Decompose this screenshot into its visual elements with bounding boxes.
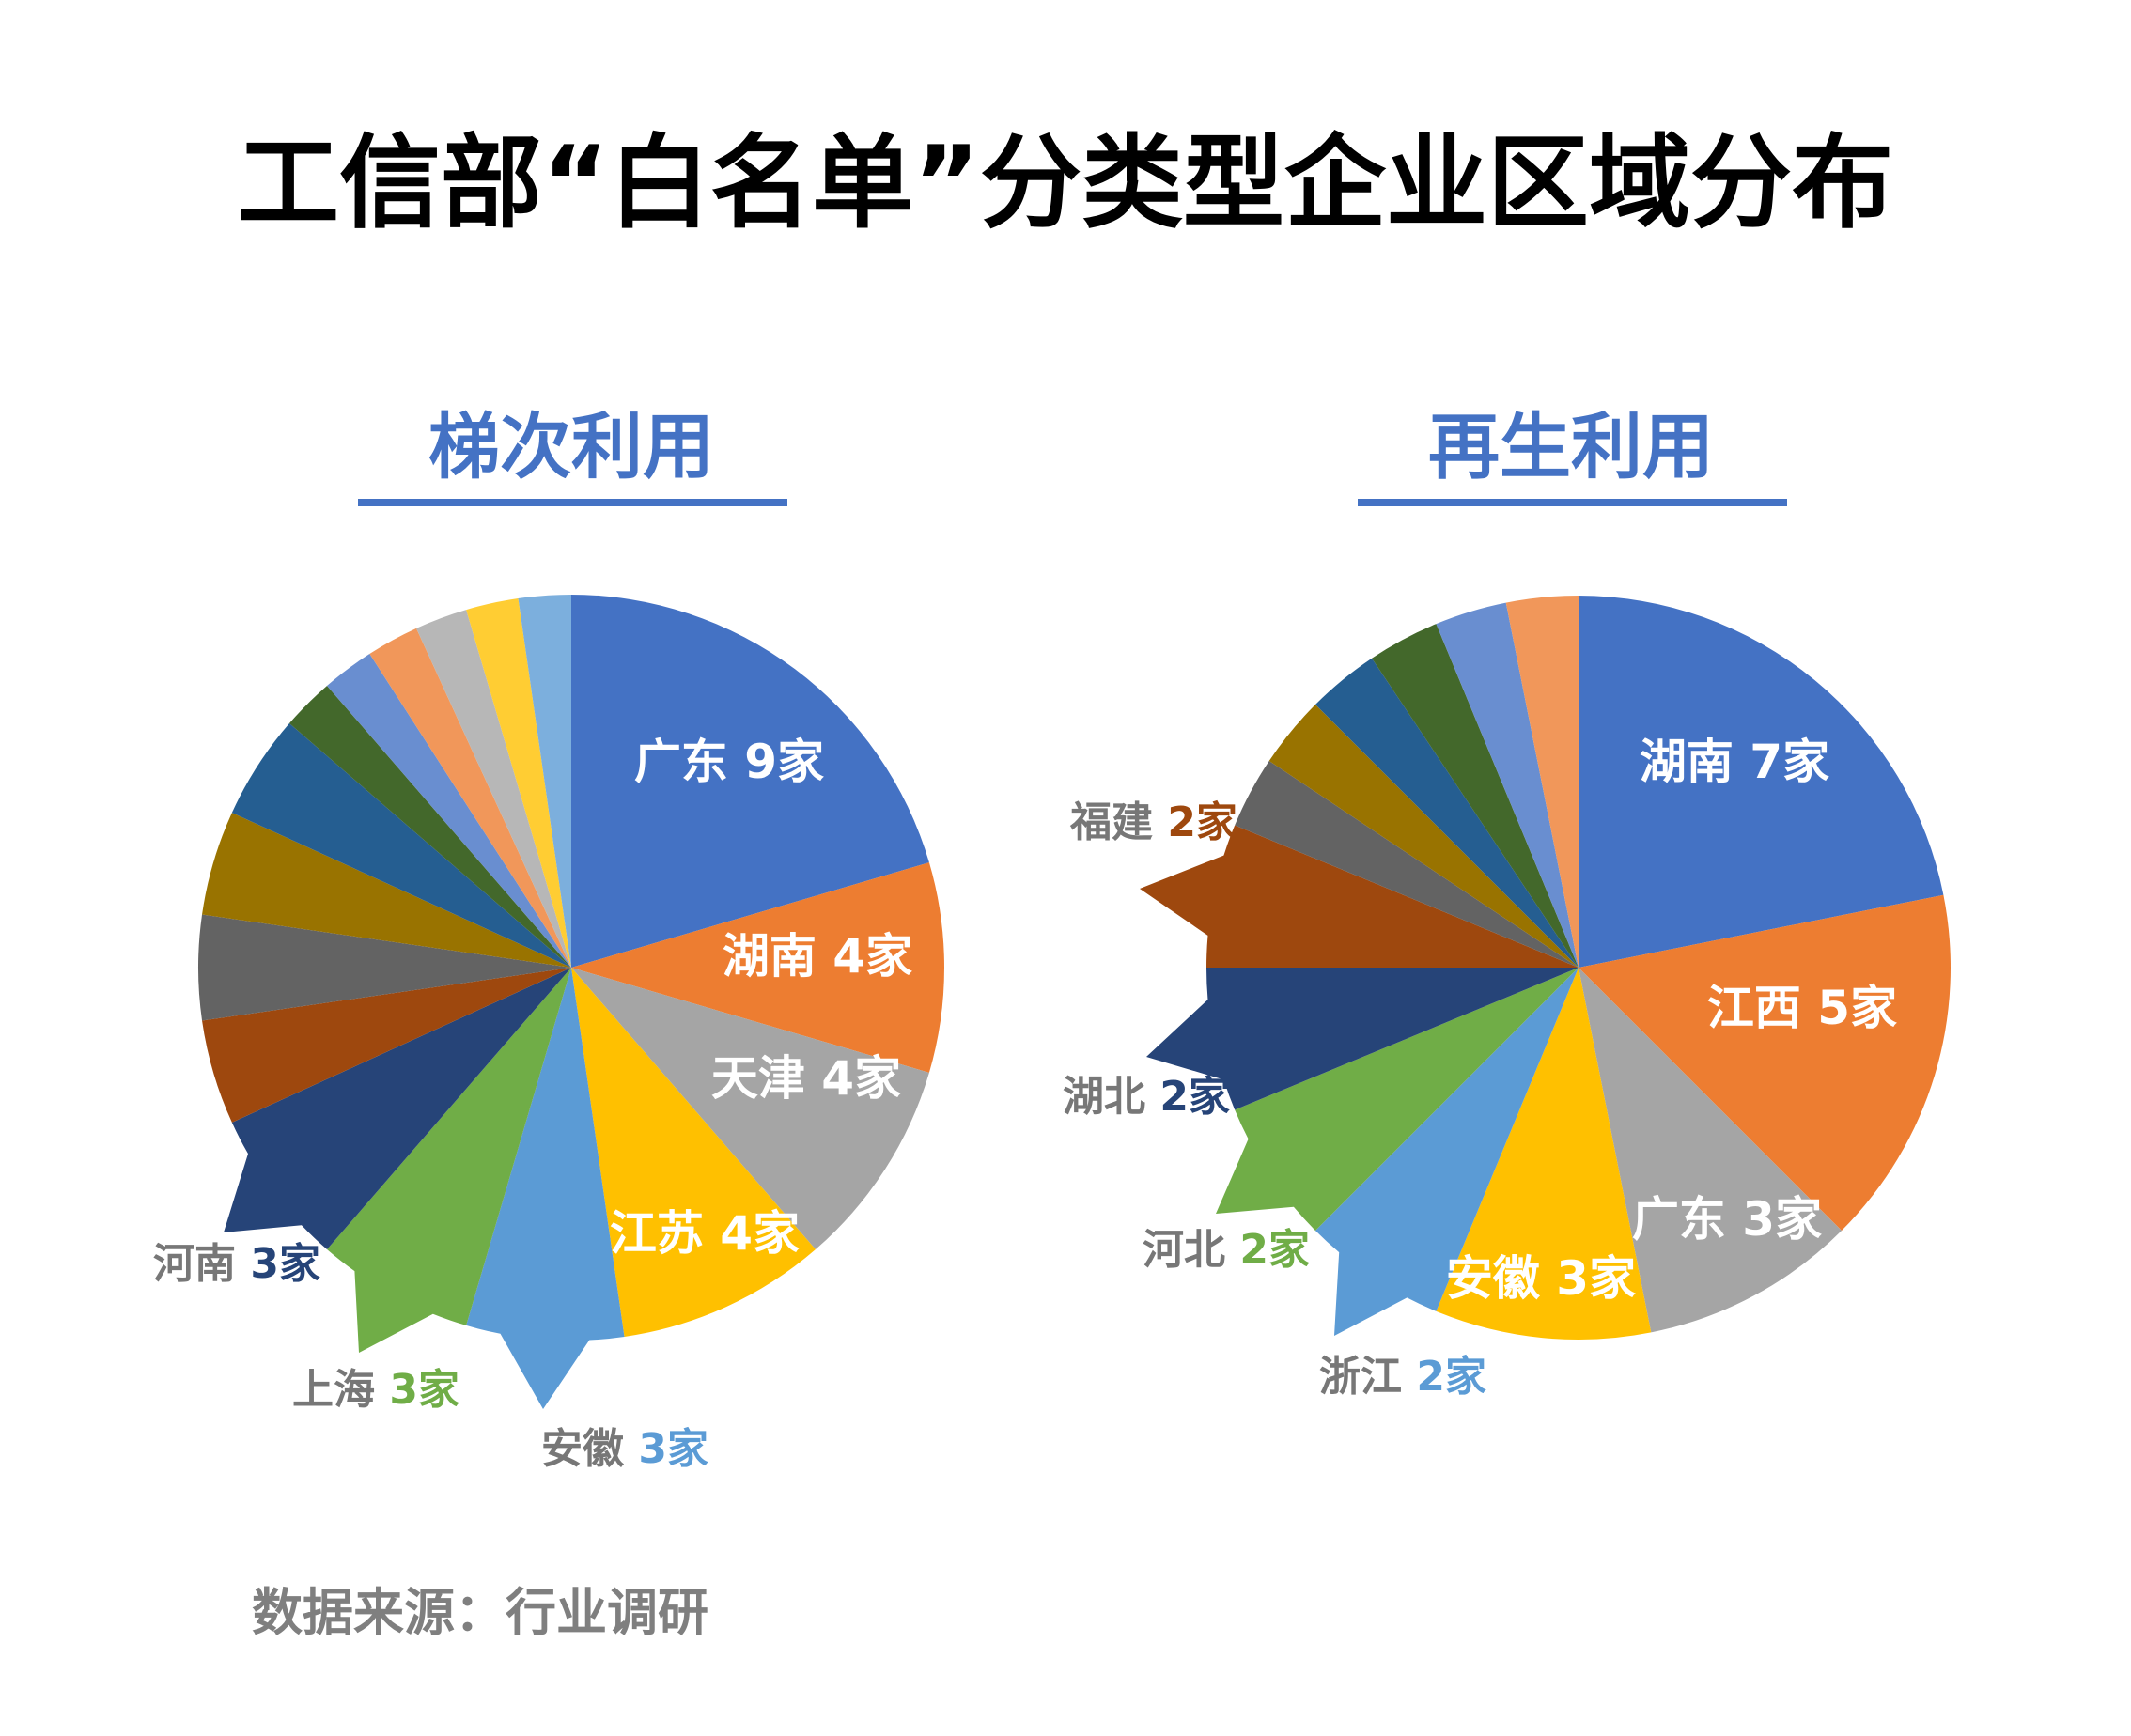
pie-slice-安徽: [466, 968, 625, 1409]
pie-slice-14: [416, 610, 571, 968]
main-title: 工信部“白名单”分类型企业区域分布: [238, 125, 1893, 242]
chart-right-title-underline: [1358, 499, 1787, 506]
pie-slice-上海: [327, 968, 571, 1353]
slice-label-湖南: 湖南 7家: [1640, 735, 1829, 789]
pie-slice-12: [1436, 602, 1579, 968]
pie-slice-16: [518, 595, 571, 968]
callout-label-浙江: 浙江 2家: [1319, 1353, 1486, 1401]
slice-label-天津: 天津 4家: [711, 1051, 901, 1106]
callout-label-湖北: 湖北 2家: [1063, 1073, 1230, 1121]
pie-slice-天津: [571, 968, 929, 1250]
pie-slice-15: [466, 598, 571, 968]
chart-left-title: 梯次利用: [428, 405, 714, 488]
callout-name: 河北: [1143, 1226, 1239, 1274]
pie-slice-11: [288, 685, 571, 968]
pie-slice-湖北: [1146, 968, 1579, 1110]
pie-slice-13: [369, 628, 571, 968]
pie-slice-11: [1371, 624, 1579, 968]
chart-right-title: 再生利用: [1428, 405, 1714, 488]
callout-name: 上海: [292, 1366, 389, 1414]
slice-label-湖南: 湖南 4家: [723, 929, 912, 984]
callout-name: 湖北: [1063, 1073, 1159, 1121]
slice-label-广东: 广东 9家: [634, 735, 824, 789]
pie-left-slices: [198, 595, 944, 1409]
slice-label-广东: 广东 3家: [1632, 1192, 1822, 1247]
callout-value: 3家: [638, 1425, 708, 1473]
callout-label-安徽: 安徽 3家: [541, 1425, 708, 1473]
pie-slice-10: [231, 723, 571, 968]
pie-slice-10: [1314, 658, 1579, 968]
source-note: 数据来源：行业调研: [252, 1583, 708, 1642]
pie-slice-7: [202, 968, 571, 1123]
pie-slice-湖南: [1579, 596, 1944, 968]
pie-slice-江苏: [571, 968, 816, 1337]
callout-value: 2家: [1159, 1073, 1230, 1121]
callout-value: 2家: [1167, 798, 1237, 846]
pie-slice-9: [202, 813, 571, 968]
slice-label-安徽: 安徽 3家: [1446, 1251, 1636, 1306]
pie-slice-湖南: [571, 862, 944, 1073]
pie-slice-河南: [224, 968, 571, 1250]
pie-slice-江西: [1579, 894, 1951, 1232]
pie-right-slices: [1140, 596, 1951, 1340]
callout-value: 3家: [389, 1366, 459, 1414]
pie-slice-9: [1268, 704, 1579, 968]
callout-label-河南: 河南 3家: [153, 1240, 320, 1288]
pie-slice-浙江: [1314, 968, 1579, 1336]
pie-slice-8: [1235, 760, 1579, 968]
slice-label-江苏: 江苏 4家: [610, 1206, 800, 1261]
callout-label-上海: 上海 3家: [292, 1366, 459, 1414]
callout-label-河北: 河北 2家: [1143, 1226, 1310, 1274]
pie-slice-安徽: [1436, 968, 1652, 1340]
callout-value: 2家: [1416, 1353, 1486, 1401]
pie-slice-广东: [1579, 968, 1843, 1333]
pie-slice-13: [1505, 596, 1579, 968]
pie-slice-8: [198, 914, 572, 1021]
pie-slice-河北: [1216, 968, 1579, 1232]
pie-slice-广东: [571, 595, 929, 968]
callout-value: 3家: [250, 1240, 320, 1288]
callout-value: 2家: [1239, 1226, 1310, 1274]
pie-slice-12: [327, 654, 571, 968]
slice-label-江西: 江西 5家: [1707, 981, 1897, 1035]
callout-label-福建: 福建 2家: [1069, 798, 1237, 846]
pie-slice-福建: [1140, 825, 1579, 968]
callout-name: 安徽: [541, 1425, 638, 1473]
callout-name: 浙江: [1319, 1353, 1416, 1401]
callout-name: 福建: [1069, 798, 1167, 846]
chart-left-title-underline: [358, 499, 787, 506]
callout-name: 河南: [153, 1240, 250, 1288]
